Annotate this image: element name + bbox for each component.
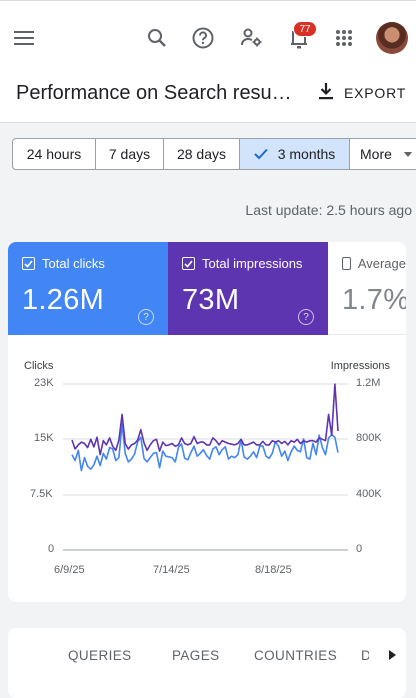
last-update-text: Last update: 2.5 hours ago [245,202,412,218]
search-icon[interactable] [145,26,169,50]
metric-value: 1.26M [22,284,105,316]
dimension-tabs-card: QUERIES PAGES COUNTRIES D [8,628,406,698]
series-line-clicks [71,422,339,472]
menu-icon[interactable] [12,26,36,50]
left-axis-title: Clicks [24,360,54,372]
metric-total-impressions[interactable]: Total impressions 73M ? [168,242,328,335]
tab-devices[interactable]: D [361,648,369,663]
tab-pages[interactable]: PAGES [172,648,220,663]
download-icon [318,82,334,105]
avatar[interactable] [376,22,408,54]
metric-label: Total impressions [202,256,303,271]
date-range-selector: 24 hours 7 days 28 days 3 months More [12,138,416,170]
tab-more-label: More [360,146,392,162]
x-tick: 7/14/25 [153,564,190,576]
export-button[interactable]: EXPORT [318,80,406,106]
left-tick: 7.5K [30,488,53,500]
metric-total-clicks[interactable]: Total clicks 1.26M ? [8,242,168,335]
chevron-right-icon[interactable] [386,648,398,662]
metric-average-ctr[interactable]: Average 1.7% [328,242,406,335]
right-tick: 0 [356,543,363,555]
metric-value: 1.7% [342,284,406,316]
performance-line-chart[interactable] [8,242,406,602]
checkbox-checked-icon[interactable] [22,257,35,270]
metric-label: Average [357,256,406,271]
performance-chart-card: Total clicks 1.26M ? Total impressions 7… [8,242,406,602]
notification-count-badge: 77 [293,21,317,37]
tab-queries[interactable]: QUERIES [68,648,132,663]
help-icon[interactable] [191,26,215,50]
left-tick: 0 [48,543,55,555]
x-tick: 8/18/25 [255,564,292,576]
dropdown-arrow-icon [403,151,412,157]
manage-users-icon[interactable] [240,26,264,50]
x-tick: 6/9/25 [54,564,85,576]
right-tick: 400K [356,488,382,500]
export-label: EXPORT [344,85,407,101]
tab-28-days[interactable]: 28 days [164,139,240,169]
series-line-impressions [71,383,339,456]
right-tick: 800K [356,432,382,444]
right-tick: 1.2M [356,377,381,389]
tab-more[interactable]: More [350,139,416,169]
checkbox-unchecked-icon[interactable] [342,257,351,270]
tab-3-months[interactable]: 3 months [240,139,350,169]
right-axis-title: Impressions [330,360,390,372]
metric-value: 73M [182,284,240,316]
metric-label: Total clicks [42,256,105,271]
top-app-bar: 77 [0,0,416,75]
help-icon[interactable]: ? [138,309,154,325]
left-tick: 23K [34,377,54,389]
tab-3-months-label: 3 months [277,146,336,162]
title-bar [0,74,416,123]
left-tick: 15K [34,432,54,444]
tab-countries[interactable]: COUNTRIES [254,648,338,663]
check-icon [253,148,268,160]
help-icon[interactable]: ? [298,309,314,325]
tab-7-days[interactable]: 7 days [96,139,164,169]
apps-icon[interactable] [332,26,356,50]
checkbox-checked-icon[interactable] [182,257,195,270]
tab-24-hours[interactable]: 24 hours [13,139,96,169]
page-title: Performance on Search resu… [16,82,292,104]
